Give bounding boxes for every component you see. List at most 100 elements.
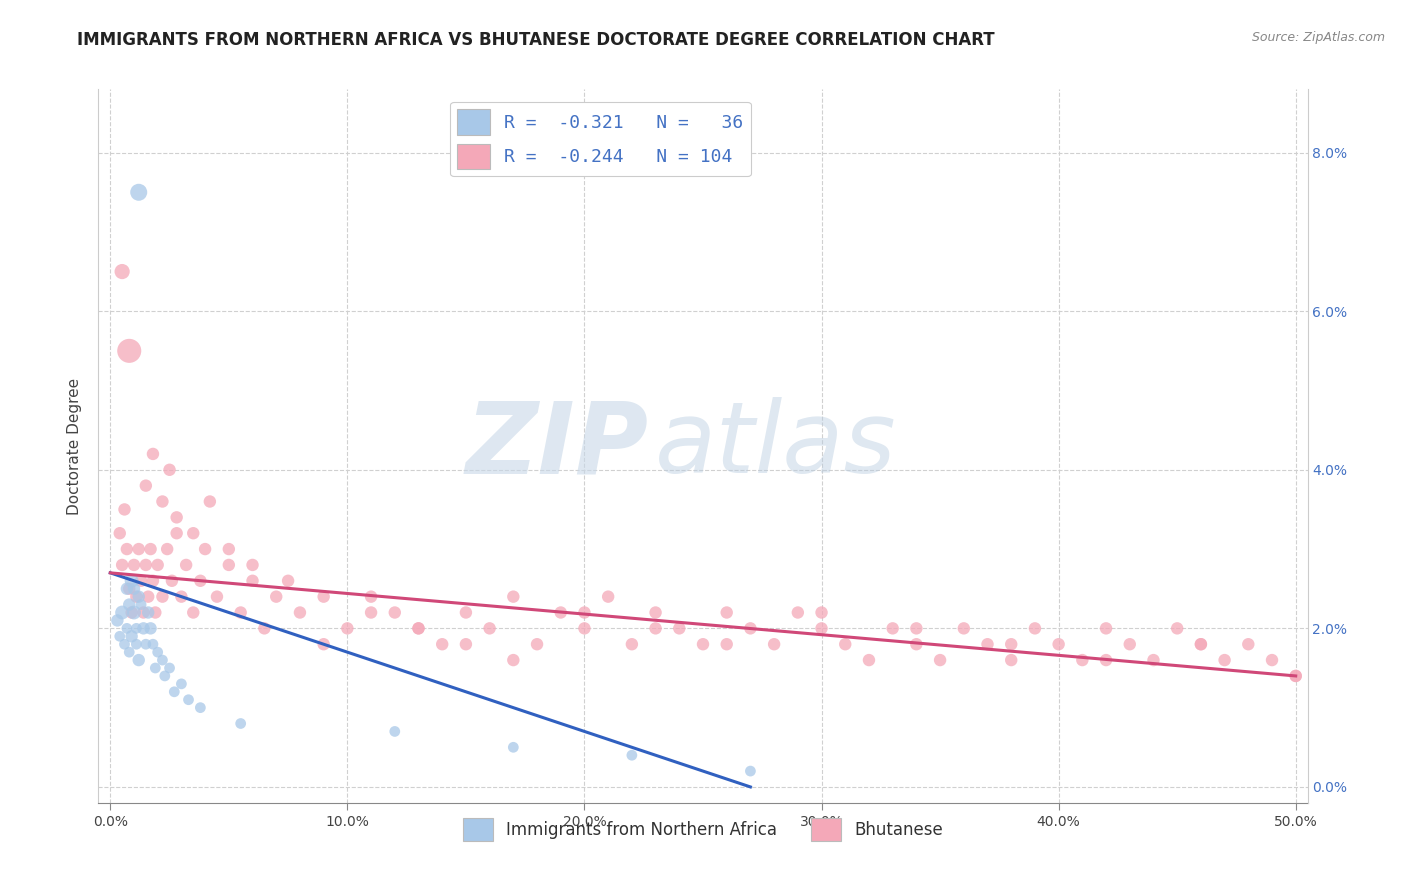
Point: [858, 653, 880, 667]
Point: [620, 748, 643, 763]
Text: IMMIGRANTS FROM NORTHERN AFRICA VS BHUTANESE DOCTORATE DEGREE CORRELATION CHART: IMMIGRANTS FROM NORTHERN AFRICA VS BHUTA…: [77, 31, 995, 49]
Point: [1119, 637, 1142, 651]
Point: [740, 621, 762, 635]
Point: [242, 574, 264, 588]
Point: [166, 526, 188, 541]
Point: [135, 478, 157, 492]
Point: [114, 637, 136, 651]
Point: [336, 621, 359, 635]
Point: [159, 661, 181, 675]
Point: [1261, 653, 1284, 667]
Point: [242, 558, 264, 572]
Point: [360, 606, 382, 620]
Point: [139, 542, 162, 557]
Point: [288, 606, 311, 620]
Point: [384, 606, 406, 620]
Point: [834, 637, 856, 651]
Point: [125, 621, 148, 635]
Point: [763, 637, 786, 651]
Point: [118, 645, 141, 659]
Point: [122, 582, 145, 596]
Point: [253, 621, 276, 635]
Point: [598, 590, 620, 604]
Point: [190, 574, 212, 588]
Point: [668, 621, 690, 635]
Point: [692, 637, 714, 651]
Point: [312, 590, 335, 604]
Point: [142, 574, 165, 588]
Point: [740, 764, 762, 778]
Point: [1285, 669, 1308, 683]
Point: [114, 502, 136, 516]
Point: [143, 606, 166, 620]
Point: [152, 494, 174, 508]
Point: [122, 606, 145, 620]
Point: [905, 637, 928, 651]
Point: [1024, 621, 1046, 635]
Point: [550, 606, 572, 620]
Point: [1237, 637, 1260, 651]
Point: [118, 582, 141, 596]
Point: [135, 558, 157, 572]
Point: [177, 692, 200, 706]
Text: atlas: atlas: [655, 398, 896, 494]
Point: [128, 186, 150, 200]
Point: [146, 645, 169, 659]
Point: [122, 558, 145, 572]
Point: [108, 629, 131, 643]
Point: [1000, 653, 1022, 667]
Point: [153, 669, 176, 683]
Point: [129, 598, 152, 612]
Point: [143, 661, 166, 675]
Point: [111, 606, 134, 620]
Point: [454, 606, 477, 620]
Point: [128, 590, 150, 604]
Point: [160, 574, 183, 588]
Point: [1189, 637, 1212, 651]
Point: [929, 653, 952, 667]
Point: [1142, 653, 1164, 667]
Point: [229, 716, 252, 731]
Point: [136, 606, 159, 620]
Point: [1000, 637, 1022, 651]
Point: [526, 637, 548, 651]
Point: [786, 606, 808, 620]
Point: [152, 653, 174, 667]
Point: [136, 590, 159, 604]
Text: ZIP: ZIP: [465, 398, 648, 494]
Point: [194, 542, 217, 557]
Point: [882, 621, 904, 635]
Point: [121, 629, 143, 643]
Point: [142, 447, 165, 461]
Point: [1047, 637, 1070, 651]
Point: [454, 637, 477, 651]
Point: [181, 526, 204, 541]
Point: [170, 677, 193, 691]
Point: [384, 724, 406, 739]
Point: [716, 606, 738, 620]
Point: [121, 606, 143, 620]
Point: [644, 606, 666, 620]
Point: [128, 653, 150, 667]
Point: [312, 637, 335, 651]
Point: [408, 621, 430, 635]
Point: [229, 606, 252, 620]
Point: [574, 606, 596, 620]
Point: [139, 621, 162, 635]
Point: [264, 590, 287, 604]
Point: [181, 606, 204, 620]
Point: [118, 598, 141, 612]
Point: [146, 558, 169, 572]
Point: [132, 606, 155, 620]
Point: [810, 606, 832, 620]
Point: [905, 621, 928, 635]
Point: [170, 590, 193, 604]
Point: [166, 510, 188, 524]
Point: [1189, 637, 1212, 651]
Point: [620, 637, 643, 651]
Point: [1095, 653, 1118, 667]
Point: [976, 637, 998, 651]
Point: [190, 700, 212, 714]
Point: [810, 621, 832, 635]
Point: [174, 558, 197, 572]
